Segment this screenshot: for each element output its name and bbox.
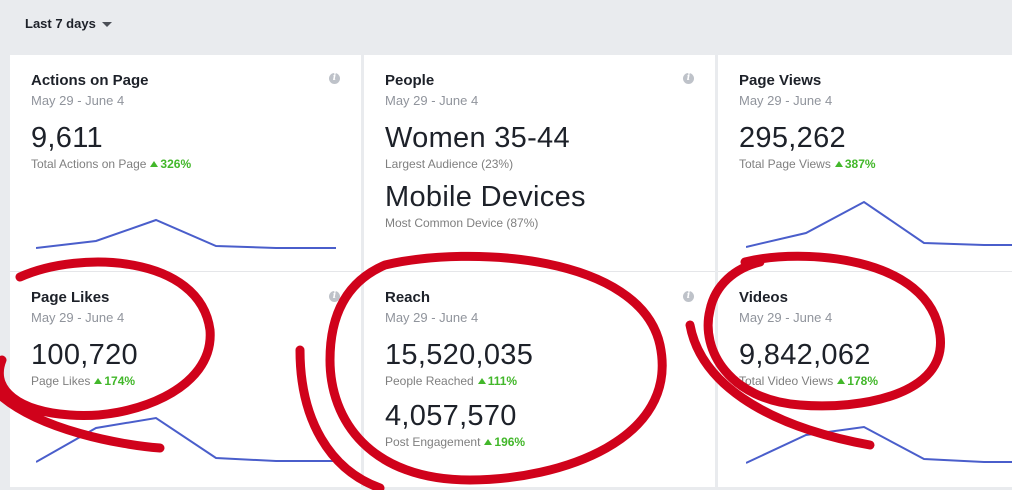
videos-title[interactable]: Videos bbox=[739, 289, 788, 306]
page-views-sparkline-line bbox=[746, 200, 1012, 248]
people-section: People May 29 - June 4 Women 35-44 Large… bbox=[385, 72, 586, 230]
engagement-change-value: 196% bbox=[494, 435, 526, 449]
info-icon[interactable]: i bbox=[683, 73, 694, 84]
people-title[interactable]: People bbox=[385, 72, 435, 89]
date-range-label: Last 7 days bbox=[25, 16, 96, 31]
videos-sparkline-line bbox=[746, 425, 1012, 464]
up-arrow-icon bbox=[150, 161, 159, 167]
largest-audience-value: Women 35-44 bbox=[385, 122, 570, 154]
engagement-sub: Post Engagement 196% bbox=[385, 435, 533, 449]
divider bbox=[10, 271, 361, 272]
date-range-dropdown[interactable]: Last 7 days bbox=[25, 16, 112, 31]
up-arrow-icon bbox=[837, 378, 846, 384]
card-column-2: People May 29 - June 4 Women 35-44 Large… bbox=[364, 55, 715, 487]
divider bbox=[364, 271, 715, 272]
divider bbox=[718, 271, 1012, 272]
page-views-change: 387% bbox=[834, 157, 876, 171]
page-likes-sub: Page Likes 174% bbox=[31, 374, 138, 388]
up-arrow-icon bbox=[477, 378, 486, 384]
page-likes-sub-label: Page Likes bbox=[31, 374, 91, 388]
page-likes-value: 100,720 bbox=[31, 339, 138, 371]
videos-sub: Total Video Views 178% bbox=[739, 374, 878, 388]
actions-sparkline-line bbox=[36, 218, 336, 249]
reach-sub: People Reached 111% bbox=[385, 374, 533, 388]
up-arrow-icon bbox=[94, 378, 103, 384]
page-views-title[interactable]: Page Views bbox=[739, 72, 822, 89]
videos-change: 178% bbox=[837, 374, 878, 388]
engagement-sub-label: Post Engagement bbox=[385, 435, 481, 449]
common-device-label: Most Common Device (87%) bbox=[385, 216, 539, 230]
reach-change-value: 111% bbox=[487, 374, 518, 388]
up-arrow-icon bbox=[484, 439, 493, 445]
videos-sub-label: Total Video Views bbox=[739, 374, 834, 388]
videos-date: May 29 - June 4 bbox=[739, 310, 833, 325]
actions-sparkline bbox=[36, 218, 336, 249]
up-arrow-icon bbox=[834, 161, 843, 167]
reach-sub-label: People Reached bbox=[385, 374, 474, 388]
page-views-sub-label: Total Page Views bbox=[739, 157, 831, 171]
page-likes-date: May 29 - June 4 bbox=[31, 310, 125, 325]
actions-date: May 29 - June 4 bbox=[31, 93, 125, 108]
page-likes-sparkline bbox=[36, 416, 336, 463]
actions-section: Actions on Page May 29 - June 4 9,611 To… bbox=[31, 72, 191, 171]
engagement-value: 4,057,570 bbox=[385, 400, 517, 432]
page-likes-section: Page Likes May 29 - June 4 100,720 Page … bbox=[31, 289, 138, 388]
engagement-change: 196% bbox=[484, 435, 525, 449]
page-views-sparkline bbox=[746, 200, 1012, 248]
people-date: May 29 - June 4 bbox=[385, 93, 479, 108]
reach-date: May 29 - June 4 bbox=[385, 310, 479, 325]
reach-title[interactable]: Reach bbox=[385, 289, 431, 306]
videos-change-value: 178% bbox=[847, 374, 878, 388]
reach-change: 111% bbox=[477, 374, 518, 388]
info-icon[interactable]: i bbox=[329, 291, 340, 302]
page-views-change-value: 387% bbox=[844, 157, 876, 171]
largest-audience-label: Largest Audience (23%) bbox=[385, 157, 514, 171]
card-column-1: Actions on Page May 29 - June 4 9,611 To… bbox=[10, 55, 361, 487]
page-views-date: May 29 - June 4 bbox=[739, 93, 833, 108]
actions-change: 326% bbox=[150, 157, 191, 171]
page-likes-change-value: 174% bbox=[104, 374, 136, 388]
page-views-section: Page Views May 29 - June 4 295,262 Total… bbox=[739, 72, 876, 171]
page-likes-title[interactable]: Page Likes bbox=[31, 289, 110, 306]
page-views-sub: Total Page Views 387% bbox=[739, 157, 876, 171]
videos-section: Videos May 29 - June 4 9,842,062 Total V… bbox=[739, 289, 878, 388]
page-likes-change: 174% bbox=[94, 374, 135, 388]
actions-value: 9,611 bbox=[31, 122, 103, 154]
info-icon[interactable]: i bbox=[329, 73, 340, 84]
page-views-value: 295,262 bbox=[739, 122, 846, 154]
actions-title[interactable]: Actions on Page bbox=[31, 72, 149, 89]
common-device-value: Mobile Devices bbox=[385, 181, 586, 213]
info-icon[interactable]: i bbox=[683, 291, 694, 302]
page-likes-sparkline-line bbox=[36, 416, 336, 463]
actions-sub-label: Total Actions on Page bbox=[31, 157, 147, 171]
reach-value: 15,520,035 bbox=[385, 339, 534, 371]
actions-sub: Total Actions on Page 326% bbox=[31, 157, 191, 171]
reach-section: Reach May 29 - June 4 15,520,035 People … bbox=[385, 289, 533, 449]
card-column-3: Page Views May 29 - June 4 295,262 Total… bbox=[718, 55, 1012, 487]
videos-value: 9,842,062 bbox=[739, 339, 871, 371]
videos-sparkline bbox=[746, 425, 1012, 464]
left-gutter bbox=[0, 52, 9, 490]
top-bar: Last 7 days bbox=[0, 0, 1012, 52]
chevron-down-icon bbox=[101, 21, 112, 27]
actions-change-value: 326% bbox=[160, 157, 192, 171]
